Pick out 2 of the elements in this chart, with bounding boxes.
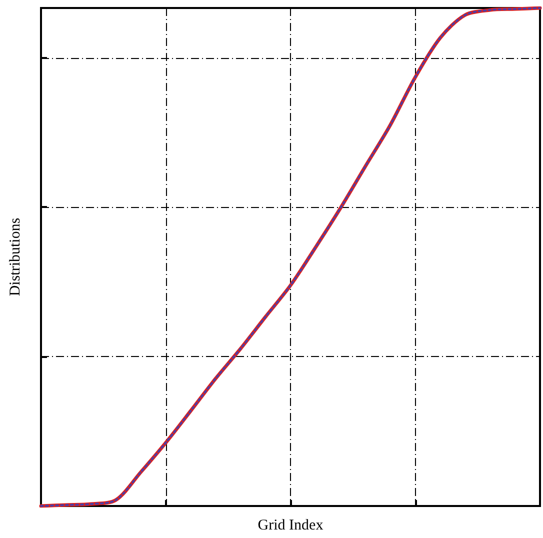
x-axis-title: Grid Index [258, 518, 324, 534]
y-axis-title: Distributions [8, 218, 24, 296]
